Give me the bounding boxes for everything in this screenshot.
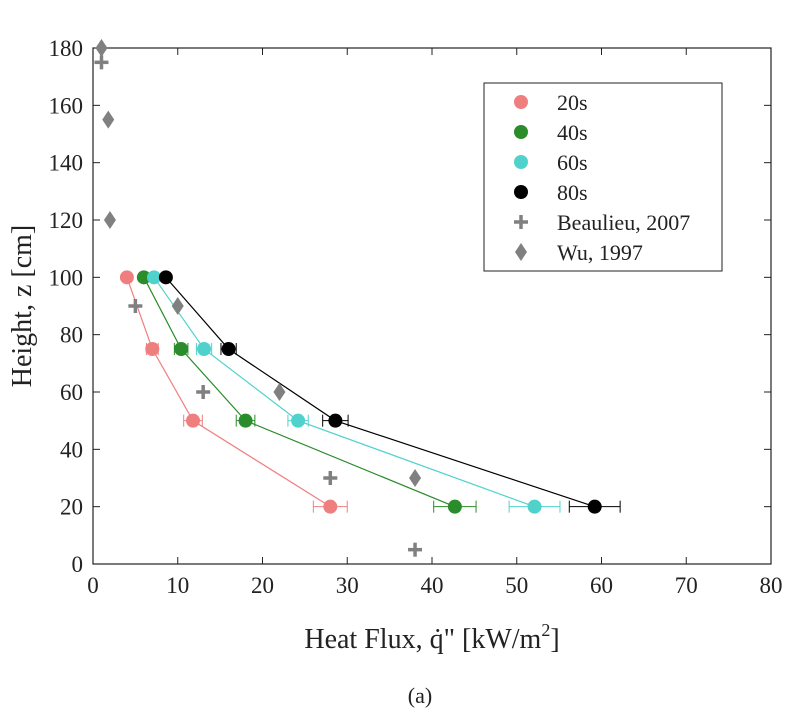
series-2 bbox=[147, 270, 561, 514]
legend-item: Beaulieu, 2007 bbox=[514, 210, 690, 235]
y-tick-label: 140 bbox=[49, 151, 84, 176]
data-point bbox=[238, 413, 253, 428]
data-point bbox=[94, 55, 109, 70]
legend-item: 60s bbox=[514, 150, 588, 175]
data-point bbox=[323, 471, 338, 485]
x-tick-label: 60 bbox=[590, 573, 613, 598]
y-tick-label: 100 bbox=[49, 265, 84, 290]
series-line bbox=[165, 276, 595, 508]
data-point bbox=[323, 499, 338, 514]
series-layer bbox=[94, 39, 621, 557]
y-tick-label: 120 bbox=[49, 208, 84, 233]
x-axis-label: Heat Flux, q̇" [kW/m2] bbox=[304, 620, 559, 655]
series-line bbox=[126, 277, 331, 508]
series-1 bbox=[136, 270, 477, 514]
legend-item: 20s bbox=[514, 90, 588, 115]
series-line bbox=[143, 277, 456, 508]
data-point bbox=[136, 270, 151, 285]
legend-item: 80s bbox=[514, 180, 588, 205]
y-axis-label: Height, z [cm] bbox=[7, 225, 38, 388]
y-tick-label: 20 bbox=[60, 495, 83, 520]
legend-label: 20s bbox=[557, 90, 588, 115]
x-tick-label: 20 bbox=[251, 573, 274, 598]
x-tick-label: 50 bbox=[505, 573, 528, 598]
data-point bbox=[587, 499, 602, 514]
x-tick-label: 0 bbox=[87, 573, 99, 598]
axis-ticks: 0 10 20 30 40 50 60 70 80 0 20 40 60 80 100 120 140 160 18… bbox=[49, 36, 783, 598]
data-point bbox=[196, 385, 211, 399]
series-3 bbox=[158, 270, 621, 514]
data-point bbox=[103, 211, 116, 229]
legend-item: Wu, 1997 bbox=[515, 240, 643, 265]
legend: 20s 40s 60s 80s Beaulieu, 2007 Wu, 1997 bbox=[483, 82, 723, 272]
legend-label: 60s bbox=[557, 150, 588, 175]
x-tick-label: 10 bbox=[166, 573, 189, 598]
data-point bbox=[95, 39, 108, 57]
legend-marker bbox=[515, 243, 527, 261]
series-5 bbox=[95, 39, 422, 487]
data-point bbox=[291, 413, 306, 428]
x-tick-label: 70 bbox=[675, 573, 698, 598]
y-tick-label: 80 bbox=[60, 323, 83, 348]
legend-items: 20s 40s 60s 80s Beaulieu, 2007 Wu, 1997 bbox=[514, 90, 690, 265]
x-tick-label: 30 bbox=[336, 573, 359, 598]
legend-marker bbox=[514, 125, 528, 139]
data-point bbox=[328, 413, 343, 428]
data-point bbox=[158, 270, 173, 285]
legend-label: Wu, 1997 bbox=[557, 240, 643, 265]
data-point bbox=[174, 342, 189, 356]
y-tick-label: 0 bbox=[72, 552, 84, 577]
x-axis-label-sup: 2 bbox=[541, 620, 550, 640]
data-point bbox=[197, 342, 212, 356]
legend-label: Beaulieu, 2007 bbox=[557, 210, 690, 235]
data-point bbox=[102, 110, 115, 129]
data-point bbox=[186, 413, 201, 428]
data-point bbox=[171, 297, 184, 315]
legend-marker bbox=[514, 215, 528, 229]
x-tick-label: 80 bbox=[760, 573, 783, 598]
y-tick-label: 160 bbox=[49, 93, 84, 118]
data-point bbox=[147, 270, 162, 285]
series-0 bbox=[119, 270, 348, 514]
data-point bbox=[273, 383, 286, 401]
legend-label: 80s bbox=[557, 180, 588, 205]
legend-item: 40s bbox=[514, 120, 588, 145]
legend-marker bbox=[514, 155, 528, 169]
series-line bbox=[153, 276, 535, 508]
data-point bbox=[119, 270, 134, 285]
y-tick-label: 40 bbox=[60, 437, 83, 462]
y-tick-label: 60 bbox=[60, 380, 83, 405]
y-tick-label: 180 bbox=[49, 36, 84, 61]
figure-caption: (a) bbox=[408, 683, 432, 708]
data-point bbox=[408, 542, 423, 557]
data-point bbox=[145, 342, 160, 356]
data-point bbox=[128, 299, 143, 313]
data-point bbox=[221, 342, 236, 356]
legend-marker bbox=[514, 185, 528, 199]
data-point bbox=[527, 499, 542, 514]
x-axis-label-main: Heat Flux, q̇" [kW/m bbox=[304, 624, 541, 655]
x-tick-label: 40 bbox=[421, 573, 444, 598]
data-point bbox=[409, 469, 422, 487]
legend-marker bbox=[514, 95, 528, 109]
legend-box bbox=[483, 82, 723, 272]
series-4 bbox=[94, 55, 423, 557]
data-point bbox=[447, 499, 462, 514]
x-axis-label-end: ] bbox=[550, 624, 559, 655]
legend-label: 40s bbox=[557, 120, 588, 145]
